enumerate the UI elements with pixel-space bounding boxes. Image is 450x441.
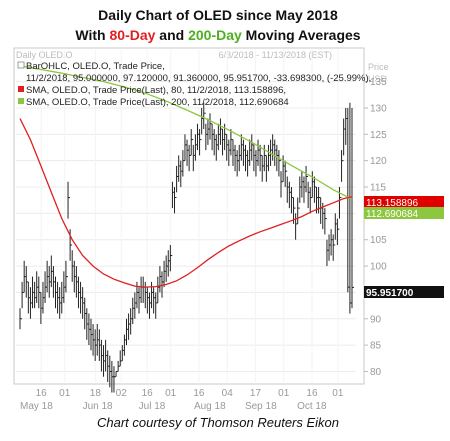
y-tick-label-1: 85 (370, 341, 382, 352)
x-month-label-4: Sep 18 (245, 401, 277, 412)
header-date-range: 6/3/2018 - 11/13/2018 (EST) (219, 50, 332, 60)
y-axis: 80859095100105110115120125130135 (364, 77, 387, 378)
x-day-label-9: 01 (278, 388, 290, 399)
price-tag-bg-2 (364, 286, 444, 298)
x-day-label-1: 01 (59, 388, 71, 399)
x-day-label-5: 01 (165, 388, 177, 399)
y-tick-label-8: 120 (370, 156, 387, 167)
subtitle-prefix: With (75, 27, 109, 43)
x-month-label-2: Jul 18 (139, 401, 166, 412)
price-tag-bg-1 (364, 207, 444, 219)
sma-200-line (19, 65, 353, 200)
subtitle-middle: and (155, 27, 188, 43)
price-tag-label-1: 112.690684 (366, 209, 419, 220)
x-day-label-0: 16 (36, 388, 48, 399)
header-currency: USD (368, 74, 388, 84)
x-axis: 16 01 18 02 16 01 16 04 17 01 16 01 May 18 Jun 18 Jul … (20, 388, 344, 412)
x-day-label-8: 17 (250, 388, 262, 399)
x-month-label-5: Oct 18 (297, 401, 327, 412)
y-tick-label-10: 130 (370, 103, 387, 114)
price-tag-label-2: 95.951700 (366, 288, 414, 299)
price-tag-label-0: 113.158896 (366, 198, 419, 209)
chart-caption: Chart courtesy of Thomson Reuters Eikon (97, 415, 339, 430)
subtitle-suffix: Moving Averages (242, 27, 361, 43)
legend-sma200: SMA, OLED.O, Trade Price(Last), 200, 11/… (26, 97, 289, 108)
x-month-label-0: May 18 (20, 401, 53, 412)
y-tick-label-2: 90 (370, 314, 382, 325)
x-day-label-11: 01 (332, 388, 344, 399)
x-day-label-4: 16 (142, 388, 154, 399)
x-day-label-2: 18 (90, 388, 102, 399)
y-tick-label-0: 80 (370, 367, 382, 378)
header-price-label: Price (368, 62, 389, 72)
y-tick-label-7: 115 (370, 183, 386, 194)
x-day-label-3: 02 (116, 388, 128, 399)
chart-subtitle: With 80-Day and 200-Day Moving Averages (75, 27, 360, 43)
legend: BarOHLC, OLED.O, Trade Price, 11/2/2018,… (17, 61, 371, 108)
ohlc-series (19, 102, 354, 393)
x-month-label-1: Jun 18 (83, 401, 113, 412)
plot-area (13, 47, 365, 385)
legend-swatch-sma80 (18, 86, 24, 92)
legend-sma80: SMA, OLED.O, Trade Price(Last), 80, 11/2… (26, 85, 286, 96)
legend-ohlc-values: 11/2/2018, 95.000000, 97.120000, 91.3600… (26, 73, 371, 84)
subtitle-ma80: 80-Day (110, 27, 156, 43)
y-tick-label-5: 105 (370, 235, 387, 246)
y-tick-label-11: 135 (370, 77, 387, 88)
x-day-label-6: 16 (193, 388, 205, 399)
y-tick-label-9: 125 (370, 130, 387, 141)
x-day-label-10: 16 (306, 388, 318, 399)
x-month-label-3: Aug 18 (194, 401, 226, 412)
legend-swatch-sma200 (18, 98, 24, 104)
header-symbol: Daily OLED.O (16, 50, 73, 60)
y-tick-label-4: 100 (370, 262, 387, 273)
chart-title: Daily Chart of OLED since May 2018 (98, 7, 338, 23)
legend-swatch-ohlc (17, 61, 25, 69)
sma-80-line (19, 118, 353, 288)
subtitle-ma200: 200-Day (188, 27, 242, 43)
price-tag-bg-0 (364, 196, 444, 208)
legend-ohlc: BarOHLC, OLED.O, Trade Price, (26, 61, 165, 72)
x-day-label-7: 04 (222, 388, 234, 399)
